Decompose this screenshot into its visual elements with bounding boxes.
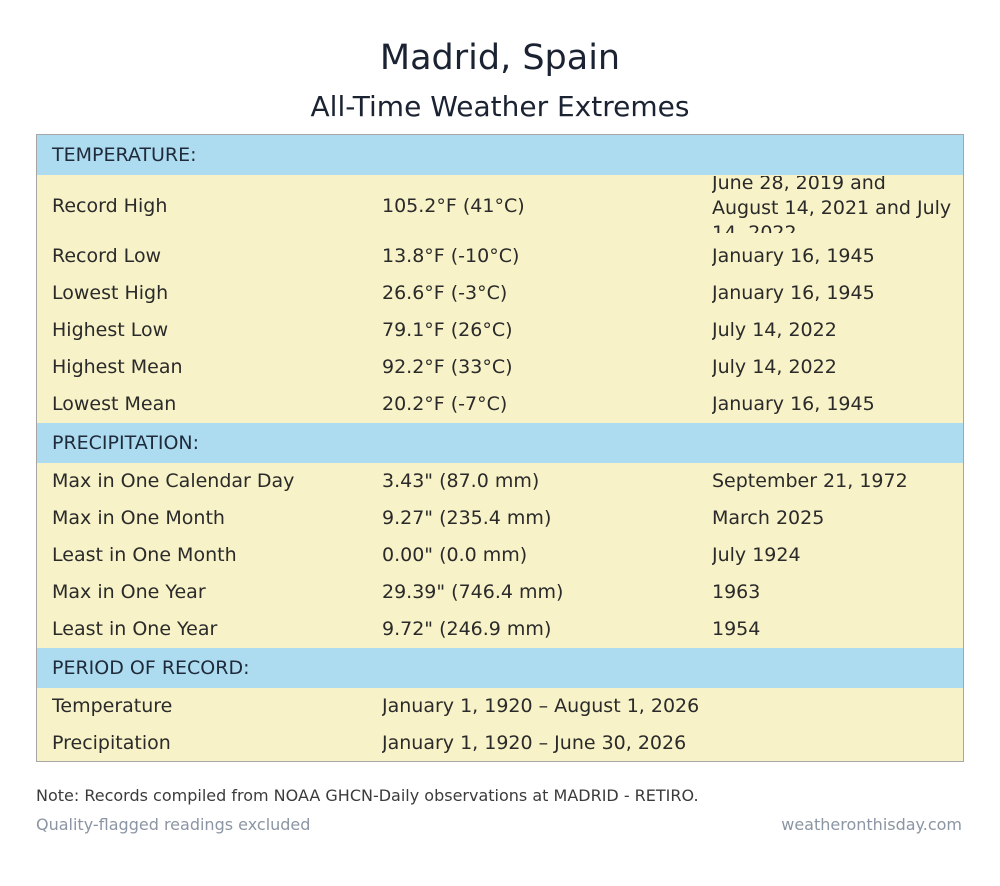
row-value: 0.00" (0.0 mm) — [382, 544, 528, 566]
quality-note: Quality-flagged readings excluded — [36, 815, 311, 834]
row-label: Precipitation — [52, 732, 171, 754]
row-label: Record High — [52, 195, 168, 217]
table-row: Record Low 13.8°F (-10°C) January 16, 19… — [37, 238, 963, 275]
row-value: 92.2°F (33°C) — [382, 356, 513, 378]
row-label: Max in One Year — [52, 581, 206, 603]
row-value: 9.72" (246.9 mm) — [382, 618, 552, 640]
row-value: 20.2°F (-7°C) — [382, 393, 508, 415]
table-row: Precipitation January 1, 1920 – June 30,… — [37, 725, 963, 762]
row-label: Max in One Month — [52, 507, 225, 529]
row-value: 79.1°F (26°C) — [382, 319, 513, 341]
section-title: PERIOD OF RECORD: — [52, 657, 250, 679]
table-row: Lowest High 26.6°F (-3°C) January 16, 19… — [37, 275, 963, 312]
section-title: TEMPERATURE: — [52, 144, 197, 166]
row-value: 26.6°F (-3°C) — [382, 282, 508, 304]
row-date: 1954 — [712, 618, 761, 640]
row-label: Least in One Month — [52, 544, 237, 566]
row-value: 3.43" (87.0 mm) — [382, 470, 540, 492]
table-row: Highest Mean 92.2°F (33°C) July 14, 2022 — [37, 349, 963, 386]
row-date: July 14, 2022 — [712, 319, 837, 341]
row-value: 105.2°F (41°C) — [382, 195, 525, 217]
row-date: July 14, 2022 — [712, 356, 837, 378]
table-row: Temperature January 1, 1920 – August 1, … — [37, 688, 963, 725]
row-value: 9.27" (235.4 mm) — [382, 507, 552, 529]
row-label: Record Low — [52, 245, 162, 267]
page-title: Madrid, Spain — [379, 38, 621, 78]
section-title: PRECIPITATION: — [52, 432, 200, 454]
row-value: January 1, 1920 – June 30, 2026 — [382, 732, 687, 754]
row-label: Highest Low — [52, 319, 169, 341]
section-header-temperature: TEMPERATURE: — [37, 135, 963, 175]
page-subtitle: All-Time Weather Extremes — [310, 90, 690, 123]
row-date: March 2025 — [712, 507, 825, 529]
table-row: Max in One Month 9.27" (235.4 mm) March … — [37, 500, 963, 537]
section-header-precipitation: PRECIPITATION: — [37, 423, 963, 463]
row-date: September 21, 1972 — [712, 470, 908, 492]
section-header-period: PERIOD OF RECORD: — [37, 648, 963, 688]
row-label: Max in One Calendar Day — [52, 470, 295, 492]
table-row: Highest Low 79.1°F (26°C) July 14, 2022 — [37, 312, 963, 349]
row-date: January 16, 1945 — [712, 393, 875, 415]
source-credit: weatheronthisday.com — [781, 815, 962, 834]
row-label: Highest Mean — [52, 356, 183, 378]
table-row: Least in One Year 9.72" (246.9 mm) 1954 — [37, 611, 963, 648]
row-date: 1963 — [712, 581, 761, 603]
table-row: Max in One Calendar Day 3.43" (87.0 mm) … — [37, 463, 963, 500]
table-row: Max in One Year 29.39" (746.4 mm) 1963 — [37, 574, 963, 611]
row-label: Temperature — [52, 695, 173, 717]
table-row: Record High 105.2°F (41°C) June 28, 2019… — [37, 175, 963, 238]
row-value: 29.39" (746.4 mm) — [382, 581, 564, 603]
row-date: July 1924 — [712, 544, 801, 566]
row-label: Lowest High — [52, 282, 169, 304]
row-value: January 1, 1920 – August 1, 2026 — [382, 695, 700, 717]
row-date: January 16, 1945 — [712, 245, 875, 267]
row-date: January 16, 1945 — [712, 282, 875, 304]
footnote: Note: Records compiled from NOAA GHCN-Da… — [36, 786, 699, 805]
row-value: 13.8°F (-10°C) — [382, 245, 520, 267]
row-label: Lowest Mean — [52, 393, 177, 415]
table-row: Lowest Mean 20.2°F (-7°C) January 16, 19… — [37, 386, 963, 423]
extremes-table: TEMPERATURE: Record High 105.2°F (41°C) … — [36, 134, 964, 762]
row-date: June 28, 2019 and August 14, 2021 and Ju… — [712, 176, 952, 233]
row-label: Least in One Year — [52, 618, 218, 640]
table-row: Least in One Month 0.00" (0.0 mm) July 1… — [37, 537, 963, 574]
